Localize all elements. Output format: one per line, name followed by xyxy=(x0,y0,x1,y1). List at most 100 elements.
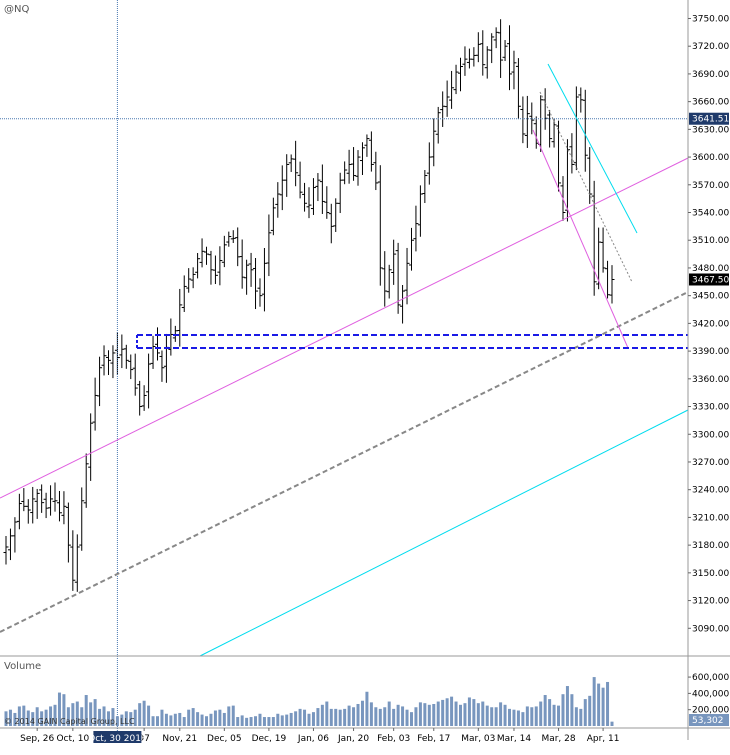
volume-bar xyxy=(588,695,592,726)
volume-bar xyxy=(329,708,333,726)
volume-bar xyxy=(579,708,583,726)
volume-bar xyxy=(285,714,289,726)
crosshair-price-label: 3641.51 xyxy=(692,115,729,125)
volume-bar xyxy=(374,707,378,726)
volume-bar xyxy=(93,699,97,726)
volume-bar xyxy=(258,713,262,726)
volume-bar xyxy=(209,713,213,726)
volume-bar xyxy=(557,705,561,726)
y-tick-label: 3390.00 xyxy=(692,347,729,357)
volume-bar xyxy=(307,713,311,726)
volume-bar xyxy=(459,704,462,726)
y-tick-label: 3300.00 xyxy=(692,430,729,440)
x-tick-label: Feb, 03 xyxy=(377,734,410,744)
volume-bar xyxy=(311,712,315,726)
volume-bar xyxy=(66,707,70,726)
volume-bar xyxy=(508,708,512,726)
volume-bar xyxy=(169,715,173,726)
volume-bar xyxy=(539,701,543,726)
volume-bar xyxy=(476,703,480,726)
volume-bar xyxy=(4,711,8,726)
volume-bar xyxy=(365,691,369,726)
x-tick-label: Dec, 19 xyxy=(252,734,287,744)
volume-bar xyxy=(334,708,338,726)
volume-bar xyxy=(427,704,431,726)
volume-bar xyxy=(89,702,93,726)
volume-bar xyxy=(516,710,520,726)
y-tick-label: 3720.00 xyxy=(692,42,729,52)
magenta-downtrend-line xyxy=(532,129,629,349)
volume-bar xyxy=(187,709,191,726)
volume-bar xyxy=(565,686,569,726)
volume-bar xyxy=(231,705,235,726)
volume-bar xyxy=(463,703,467,726)
y-tick-label: 3150.00 xyxy=(692,569,729,579)
volume-bar xyxy=(606,681,610,726)
crosshair-date-box xyxy=(93,731,142,743)
volume-bar xyxy=(543,695,547,726)
volume-bar xyxy=(222,712,226,726)
volume-bar xyxy=(298,708,302,726)
volume-bar xyxy=(147,705,151,726)
volume-bar xyxy=(423,703,427,726)
volume-bar xyxy=(13,712,17,726)
volume-bar xyxy=(44,709,48,726)
y-tick-label: 3630.00 xyxy=(692,125,729,135)
y-tick-label: 3480.00 xyxy=(692,264,729,274)
volume-bar xyxy=(414,707,418,726)
y-tick-label: 3090.00 xyxy=(692,624,729,634)
x-tick-label: Apr, 11 xyxy=(587,734,620,744)
volume-bar xyxy=(294,711,298,726)
volume-bar xyxy=(40,711,44,726)
volume-bar xyxy=(392,708,396,726)
volume-bar xyxy=(236,717,240,726)
volume-bar xyxy=(35,707,39,726)
x-tick-label: Mar, 14 xyxy=(497,734,531,744)
volume-bar xyxy=(200,714,204,726)
volume-bar xyxy=(267,717,271,726)
volume-tick-label: 400,000 xyxy=(692,689,729,699)
volume-bar xyxy=(173,713,177,726)
y-tick-label: 3330.00 xyxy=(692,403,729,413)
volume-bar xyxy=(503,704,507,726)
y-tick-label: 3180.00 xyxy=(692,541,729,551)
volume-bar xyxy=(182,717,186,726)
volume-bar xyxy=(343,708,347,726)
volume-bar xyxy=(445,698,449,726)
volume-bar xyxy=(213,710,217,726)
price-panel xyxy=(3,19,615,592)
x-tick-label: 07 xyxy=(138,734,149,744)
volume-bar xyxy=(521,712,525,726)
volume-bar xyxy=(320,704,324,726)
volume-bar xyxy=(22,705,26,726)
volume-bar xyxy=(106,711,110,726)
volume-tick-label: 600,000 xyxy=(692,673,729,683)
volume-bar xyxy=(432,703,436,726)
volume-bar xyxy=(530,707,534,726)
y-tick-label: 3540.00 xyxy=(692,209,729,219)
volume-bar xyxy=(583,699,587,726)
drawing-tools xyxy=(0,0,689,740)
x-tick-label: Nov, 21 xyxy=(162,734,197,744)
volume-bar xyxy=(31,712,35,726)
y-tick-label: 3450.00 xyxy=(692,292,729,302)
volume-bar xyxy=(8,709,12,726)
volume-bar xyxy=(218,709,222,726)
volume-bar xyxy=(499,702,503,726)
volume-bar xyxy=(26,710,30,726)
volume-bar xyxy=(160,709,164,726)
volume-bar xyxy=(205,716,209,726)
y-tick-label: 3420.00 xyxy=(692,319,729,329)
volume-bar xyxy=(120,714,124,726)
volume-bar xyxy=(378,708,382,726)
volume-panel xyxy=(4,677,614,726)
volume-bar xyxy=(156,716,159,726)
volume-bar xyxy=(441,699,445,726)
volume-bar xyxy=(396,704,400,726)
gray-dotted-midline xyxy=(539,91,633,283)
volume-bar xyxy=(111,708,115,726)
volume-bar xyxy=(75,701,79,726)
